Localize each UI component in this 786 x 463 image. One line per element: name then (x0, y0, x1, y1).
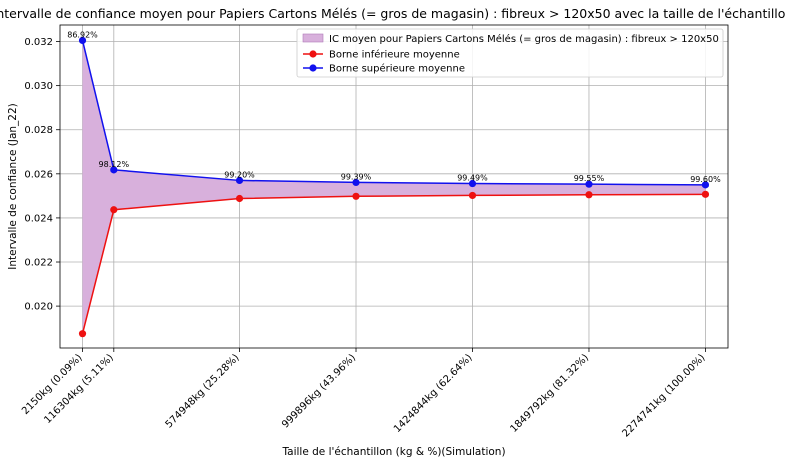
lower-bound-line (81, 193, 706, 334)
x-tick-label: 999896kg (43.96%) (280, 352, 358, 430)
y-axis-label: Intervalle de confiance (Jan_22) (7, 103, 19, 270)
y-tick-label: 0.022 (24, 258, 53, 269)
y-tick-label: 0.028 (24, 125, 53, 136)
legend: IC moyen pour Papiers Cartons Mélés (= g… (296, 28, 724, 78)
plot-frame (59, 24, 729, 349)
upper-bound-point (110, 166, 118, 174)
lower-bound-point (701, 190, 710, 198)
lower-bound-point (352, 192, 360, 200)
y-axis-ticks: 0.020 0.022 0.024 0.026 0.028 0.030 0.032 (24, 37, 60, 313)
x-tick-label: 1849792kg (81.32%) (509, 352, 592, 435)
lower-bound-point (78, 330, 87, 338)
confidence-interval-fill (82, 40, 706, 334)
y-tick-label: 0.032 (24, 37, 53, 48)
legend-box (296, 28, 724, 78)
y-tick-label: 0.030 (24, 81, 53, 92)
legend-label-upper-bound: Borne supérieure moyenne (329, 63, 465, 75)
percentage-annotation: 99.39% (341, 172, 372, 181)
upper-bound-point (235, 176, 244, 185)
chart-title: Intervalle de confiance moyen pour Papie… (0, 6, 786, 21)
lower-bound-point (235, 194, 244, 203)
x-tick-label: 1424844kg (62.64%) (392, 352, 475, 435)
lower-bound-point (585, 191, 593, 199)
legend-lower-bound-marker (309, 50, 317, 58)
x-tick-label: 2274741kg (100.00%) (620, 352, 707, 439)
legend-fill-swatch (302, 33, 324, 43)
percentage-annotation: 99.20% (224, 170, 255, 179)
percentage-annotation: 98.12% (99, 160, 130, 169)
x-tick-label: 574948kg (25.28%) (164, 352, 242, 430)
upper-bound-point (468, 179, 477, 188)
upper-bound-point (701, 181, 710, 189)
legend-label-lower-bound: Borne inférieure moyenne (329, 49, 460, 61)
legend-upper-bound-marker (309, 64, 317, 72)
y-tick-label: 0.026 (24, 169, 53, 180)
upper-bound-point (78, 36, 87, 45)
lower-bound-point (468, 191, 477, 200)
legend-label-fill: IC moyen pour Papiers Cartons Mélés (= g… (329, 33, 719, 45)
x-axis-label: Taille de l'échantillon (kg & %)(Simulat… (281, 446, 505, 458)
upper-bound-point (585, 180, 593, 188)
annotation-layer: 86.92% 98.12% 99.20% 99.39% 99.49% 99.55% 99.6… (67, 30, 721, 183)
confidence-fill-layer (82, 40, 706, 334)
y-tick-label: 0.024 (24, 213, 53, 224)
percentage-annotation: 99.49% (457, 174, 488, 183)
percentage-annotation: 86.92% (67, 30, 98, 39)
percentage-annotation: 99.55% (574, 174, 605, 183)
y-tick-label: 0.020 (24, 302, 53, 313)
lower-bound-point (110, 206, 118, 214)
x-axis-ticks: 2150kg (0.09%)116304kg (5.11%) 574948kg (… (20, 348, 708, 439)
percentage-annotation: 99.60% (690, 175, 721, 184)
series-layer (78, 36, 710, 338)
upper-bound-point (352, 178, 360, 187)
